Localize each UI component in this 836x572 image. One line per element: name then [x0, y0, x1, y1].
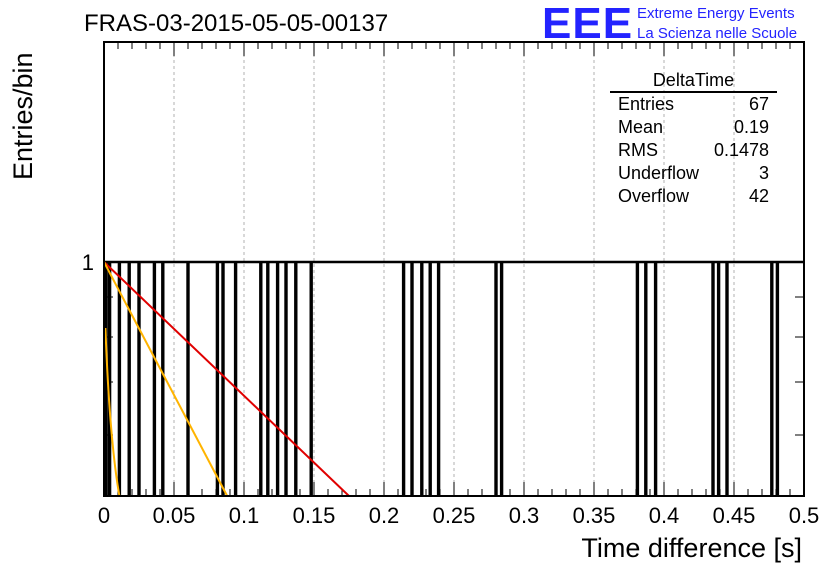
- x-tick-label: 0.4: [649, 503, 680, 528]
- stats-label: Overflow: [618, 186, 690, 206]
- x-axis-label: Time difference [s]: [581, 533, 802, 563]
- stats-value: 3: [758, 163, 769, 183]
- stats-row-mean: Mean 0.19: [610, 116, 777, 139]
- stats-row-overflow: Overflow 42: [610, 185, 777, 208]
- eee-logo: EEE: [542, 0, 634, 48]
- stats-title: DeltaTime: [610, 69, 777, 93]
- fit-curve-red: [103, 261, 350, 497]
- y-axis-label: Entries/bin: [8, 52, 38, 180]
- plot-title: FRAS-03-2015-05-05-00137: [84, 10, 389, 37]
- x-tick-label: 0.1: [229, 503, 260, 528]
- x-tick-label: 0.25: [433, 503, 476, 528]
- stats-value: 0.1478: [713, 140, 769, 160]
- logo-caption-1: Extreme Energy Events: [637, 5, 795, 22]
- plot-frame: [103, 41, 805, 497]
- x-tick-label: 0: [98, 503, 110, 528]
- fit-curve-orange-steep: [104, 327, 121, 497]
- stats-label: Underflow: [618, 163, 700, 183]
- x-tick-label: 0.05: [153, 503, 196, 528]
- x-tick-label: 0.3: [509, 503, 540, 528]
- stats-label: Mean: [618, 117, 664, 137]
- x-tick-label: 0.35: [573, 503, 616, 528]
- x-tick-label: 0.15: [293, 503, 336, 528]
- fit-curve-orange: [103, 261, 229, 497]
- stats-label: RMS: [618, 140, 658, 160]
- x-tick-label: 0.45: [713, 503, 756, 528]
- stats-row-underflow: Underflow 3: [610, 162, 777, 185]
- stats-value: 0.19: [733, 117, 769, 137]
- logo-caption-2: La Scienza nelle Scuole: [637, 25, 798, 42]
- y-tick-label: 1: [82, 250, 94, 275]
- stats-label: Entries: [618, 94, 675, 114]
- x-tick-label: 0.5: [789, 503, 820, 528]
- stats-value: 42: [748, 186, 769, 206]
- stats-row-rms: RMS 0.1478: [610, 139, 777, 162]
- stats-value: 67: [748, 94, 769, 114]
- stats-row-entries: Entries 67: [610, 93, 777, 116]
- stats-box: DeltaTime Entries 67 Mean 0.19 RMS 0.147…: [610, 69, 777, 208]
- x-tick-label: 0.2: [369, 503, 400, 528]
